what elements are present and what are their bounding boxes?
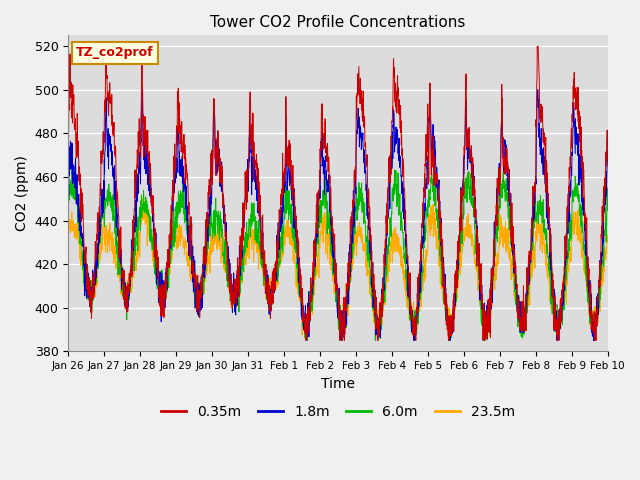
X-axis label: Time: Time [321, 377, 355, 391]
Title: Tower CO2 Profile Concentrations: Tower CO2 Profile Concentrations [211, 15, 466, 30]
Legend: 0.35m, 1.8m, 6.0m, 23.5m: 0.35m, 1.8m, 6.0m, 23.5m [156, 399, 520, 424]
Y-axis label: CO2 (ppm): CO2 (ppm) [15, 156, 29, 231]
Text: TZ_co2prof: TZ_co2prof [76, 47, 154, 60]
